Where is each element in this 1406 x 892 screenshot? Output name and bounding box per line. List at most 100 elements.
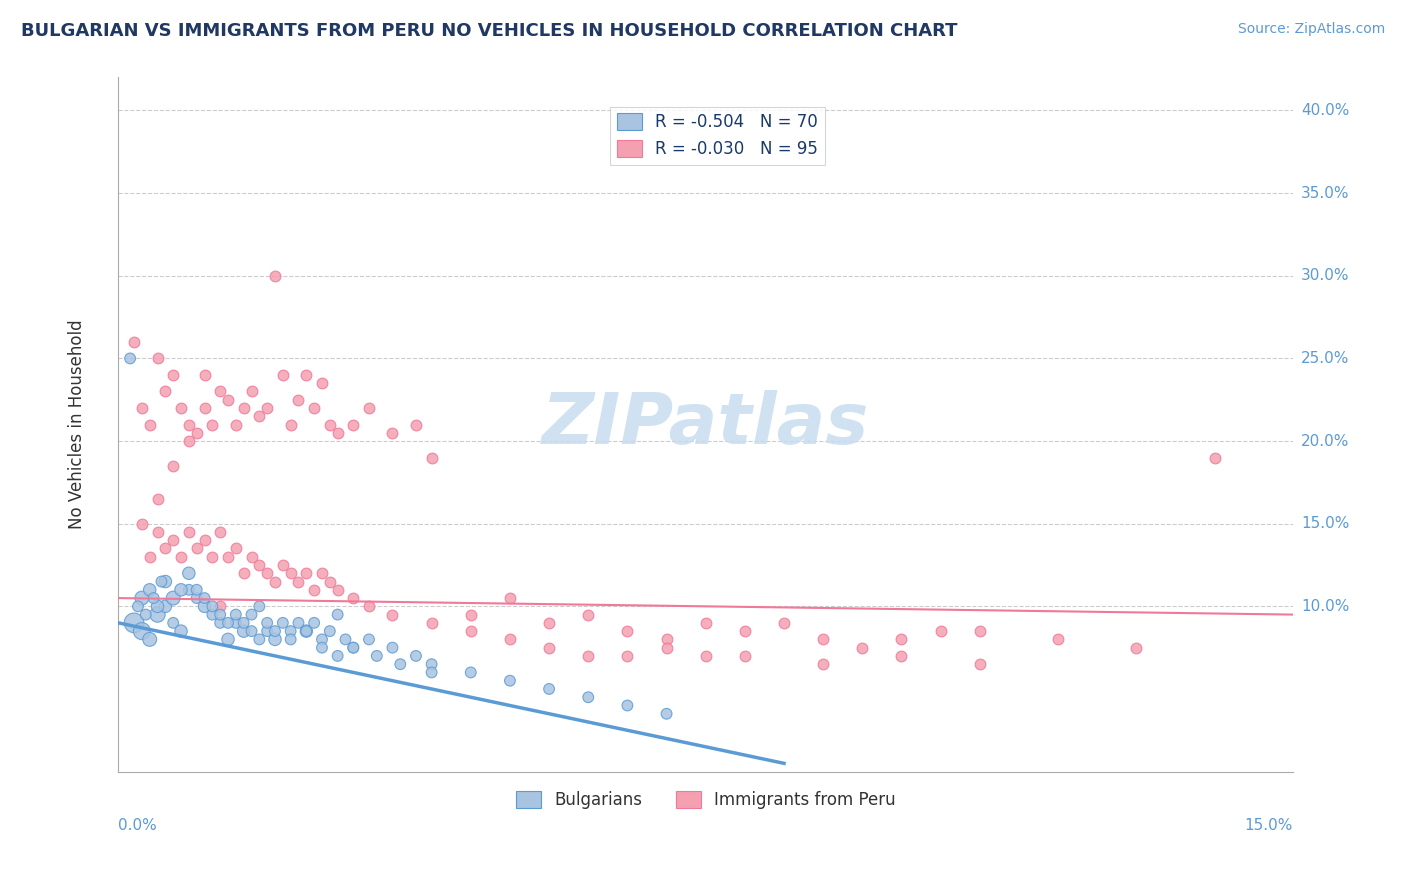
Point [734, 648, 756, 663]
Text: 35.0%: 35.0% [1301, 186, 1350, 201]
Point [256, 615, 278, 630]
Point [302, 401, 325, 415]
Point [186, 425, 208, 440]
Point [170, 549, 193, 564]
Point [193, 533, 215, 548]
Point [232, 566, 254, 581]
Point [162, 591, 184, 605]
Point [177, 566, 200, 581]
Point [811, 632, 834, 647]
Point [247, 558, 270, 572]
Point [1125, 640, 1147, 655]
Text: BULGARIAN VS IMMIGRANTS FROM PERU NO VEHICLES IN HOUSEHOLD CORRELATION CHART: BULGARIAN VS IMMIGRANTS FROM PERU NO VEH… [21, 22, 957, 40]
Point [280, 566, 302, 581]
Point [1204, 450, 1226, 465]
Point [162, 533, 184, 548]
Point [499, 591, 522, 605]
Point [225, 541, 247, 556]
Point [232, 401, 254, 415]
Text: 20.0%: 20.0% [1301, 434, 1350, 449]
Point [240, 624, 263, 639]
Point [773, 615, 796, 630]
Point [131, 624, 153, 639]
Point [271, 615, 294, 630]
Point [287, 392, 309, 407]
Point [225, 417, 247, 432]
Point [201, 549, 224, 564]
Point [135, 607, 157, 622]
Point [311, 640, 333, 655]
Point [138, 417, 160, 432]
Point [538, 615, 561, 630]
Point [576, 648, 599, 663]
Text: No Vehicles in Household: No Vehicles in Household [69, 319, 86, 529]
Point [381, 607, 404, 622]
Point [131, 591, 153, 605]
Point [240, 607, 263, 622]
Point [155, 384, 177, 399]
Text: 15.0%: 15.0% [1301, 516, 1350, 532]
Point [217, 632, 239, 647]
Point [146, 607, 169, 622]
Point [209, 384, 232, 399]
Point [280, 417, 302, 432]
Point [186, 541, 208, 556]
Point [357, 401, 380, 415]
Point [969, 624, 991, 639]
Point [311, 632, 333, 647]
Point [326, 582, 349, 597]
Point [170, 624, 193, 639]
Point [405, 417, 427, 432]
Point [247, 632, 270, 647]
Point [326, 425, 349, 440]
Point [122, 334, 145, 349]
Point [170, 401, 193, 415]
Text: 30.0%: 30.0% [1301, 268, 1350, 284]
Point [247, 599, 270, 614]
Point [695, 615, 717, 630]
Point [131, 401, 153, 415]
Point [146, 351, 169, 366]
Point [420, 450, 443, 465]
Point [162, 458, 184, 473]
Point [155, 541, 177, 556]
Point [209, 615, 232, 630]
Point [280, 632, 302, 647]
Text: 40.0%: 40.0% [1301, 103, 1350, 118]
Point [460, 665, 482, 680]
Point [217, 549, 239, 564]
Point [342, 591, 364, 605]
Point [319, 574, 342, 589]
Point [381, 640, 404, 655]
Point [311, 566, 333, 581]
Point [311, 376, 333, 391]
Point [177, 417, 200, 432]
Point [287, 574, 309, 589]
Point [162, 615, 184, 630]
Point [138, 549, 160, 564]
Point [256, 566, 278, 581]
Point [146, 491, 169, 506]
Point [342, 640, 364, 655]
Point [460, 624, 482, 639]
Point [287, 615, 309, 630]
Point [256, 401, 278, 415]
Point [138, 582, 160, 597]
Point [460, 607, 482, 622]
Point [929, 624, 952, 639]
Point [186, 591, 208, 605]
Point [201, 607, 224, 622]
Point [225, 607, 247, 622]
Point [232, 615, 254, 630]
Point [264, 574, 287, 589]
Point [264, 624, 287, 639]
Point [240, 384, 263, 399]
Legend: Bulgarians, Immigrants from Peru: Bulgarians, Immigrants from Peru [509, 784, 903, 815]
Point [335, 632, 357, 647]
Point [326, 607, 349, 622]
Point [232, 624, 254, 639]
Point [734, 624, 756, 639]
Point [538, 681, 561, 696]
Point [357, 599, 380, 614]
Point [420, 657, 443, 672]
